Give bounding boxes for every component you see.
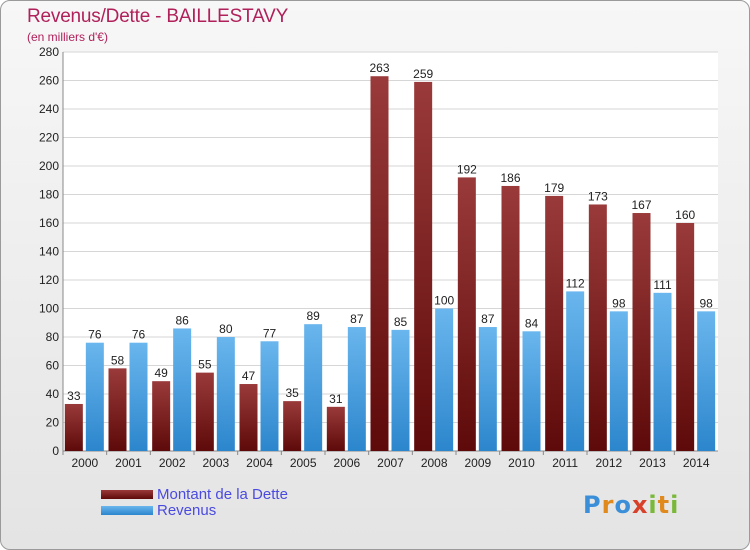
bar-revenus — [216, 337, 235, 451]
x-tick-label: 2008 — [421, 456, 448, 470]
chart-title: Revenus/Dette - BAILLESTAVY — [27, 6, 289, 27]
data-label-revenus: 84 — [525, 316, 539, 330]
data-label-dette: 49 — [154, 366, 168, 380]
y-tick-label: 120 — [39, 273, 59, 287]
y-tick-label: 60 — [46, 359, 60, 373]
data-label-revenus: 77 — [263, 326, 277, 340]
data-label-revenus: 87 — [350, 312, 364, 326]
data-label-dette: 31 — [329, 392, 343, 406]
data-label-dette: 33 — [67, 389, 81, 403]
x-tick-label: 2006 — [333, 456, 360, 470]
x-tick-label: 2010 — [508, 456, 535, 470]
y-tick-label: 240 — [39, 102, 59, 116]
bar-revenus — [697, 311, 716, 451]
bar-dette — [501, 185, 520, 451]
data-label-dette: 160 — [675, 208, 695, 222]
bar-dette — [414, 81, 433, 452]
bar-dette — [108, 368, 127, 451]
data-label-revenus: 76 — [88, 328, 102, 342]
x-tick-label: 2007 — [377, 456, 404, 470]
x-tick-label: 2000 — [71, 456, 98, 470]
data-label-dette: 263 — [369, 61, 389, 75]
x-tick-label: 2014 — [683, 456, 710, 470]
y-tick-label: 20 — [46, 416, 60, 430]
x-tick-label: 2013 — [639, 456, 666, 470]
x-tick-label: 2004 — [246, 456, 273, 470]
data-label-dette: 55 — [198, 358, 212, 372]
data-label-revenus: 111 — [653, 278, 672, 292]
x-tick-label: 2012 — [595, 456, 622, 470]
data-label-revenus: 80 — [219, 322, 233, 336]
bar-revenus — [522, 331, 541, 451]
y-tick-label: 200 — [39, 159, 59, 173]
bar-revenus — [435, 308, 454, 451]
bar-revenus — [129, 342, 148, 451]
x-tick-label: 2009 — [464, 456, 491, 470]
y-tick-label: 100 — [39, 302, 59, 316]
data-label-revenus: 98 — [612, 296, 626, 310]
data-label-dette: 259 — [413, 67, 433, 81]
data-label-dette: 179 — [544, 181, 564, 195]
bar-dette — [632, 213, 651, 451]
y-tick-label: 140 — [39, 245, 59, 259]
y-tick-label: 160 — [39, 216, 59, 230]
data-label-dette: 58 — [111, 353, 125, 367]
data-label-dette: 47 — [242, 369, 256, 383]
data-label-dette: 186 — [500, 171, 520, 185]
bar-dette — [545, 195, 564, 451]
bar-dette — [326, 406, 345, 451]
bar-dette — [152, 381, 171, 451]
bar-dette — [457, 177, 476, 451]
x-tick-label: 2005 — [290, 456, 317, 470]
bar-revenus — [391, 329, 410, 451]
bar-revenus — [85, 342, 104, 451]
data-label-dette: 173 — [588, 189, 608, 203]
legend-label-revenus: Revenus — [157, 502, 217, 519]
bar-revenus — [478, 327, 497, 451]
proxiti-logo: Proxiti — [583, 491, 680, 519]
data-label-revenus: 86 — [175, 313, 189, 327]
bar-dette — [588, 204, 607, 451]
x-tick-label: 2003 — [202, 456, 229, 470]
data-label-revenus: 85 — [394, 315, 408, 329]
y-tick-label: 260 — [39, 74, 59, 88]
bar-revenus — [653, 292, 672, 451]
y-tick-label: 80 — [46, 330, 60, 344]
bar-dette — [283, 401, 302, 451]
bar-revenus — [260, 341, 279, 451]
bar-dette — [195, 372, 214, 451]
legend-swatch-dette — [101, 490, 153, 499]
data-label-revenus: 112 — [566, 276, 585, 290]
data-label-revenus: 89 — [306, 309, 320, 323]
chart-subtitle: (en milliers d'€) — [27, 30, 108, 44]
x-tick-label: 2011 — [552, 456, 578, 470]
bar-dette — [64, 403, 83, 451]
y-tick-label: 0 — [52, 444, 59, 458]
legend-swatch-revenus — [101, 506, 153, 515]
y-tick-label: 180 — [39, 188, 59, 202]
data-label-revenus: 100 — [434, 294, 454, 308]
y-tick-label: 40 — [46, 387, 60, 401]
data-label-dette: 35 — [285, 386, 299, 400]
legend-label-dette: Montant de la Dette — [157, 486, 288, 503]
bar-dette — [239, 384, 258, 451]
bar-revenus — [609, 311, 628, 451]
x-tick-label: 2001 — [115, 456, 142, 470]
data-label-dette: 192 — [457, 162, 477, 176]
y-tick-label: 280 — [39, 45, 59, 59]
bar-revenus — [566, 291, 585, 451]
bar-revenus — [304, 324, 323, 451]
y-tick-label: 220 — [39, 131, 59, 145]
data-label-revenus: 98 — [699, 296, 713, 310]
x-tick-label: 2002 — [159, 456, 186, 470]
bar-revenus — [347, 327, 366, 451]
data-label-revenus: 76 — [132, 328, 146, 342]
data-label-revenus: 87 — [481, 312, 495, 326]
data-label-dette: 167 — [631, 198, 651, 212]
bar-revenus — [173, 328, 192, 451]
bar-dette — [676, 223, 695, 451]
bar-dette — [370, 76, 389, 451]
